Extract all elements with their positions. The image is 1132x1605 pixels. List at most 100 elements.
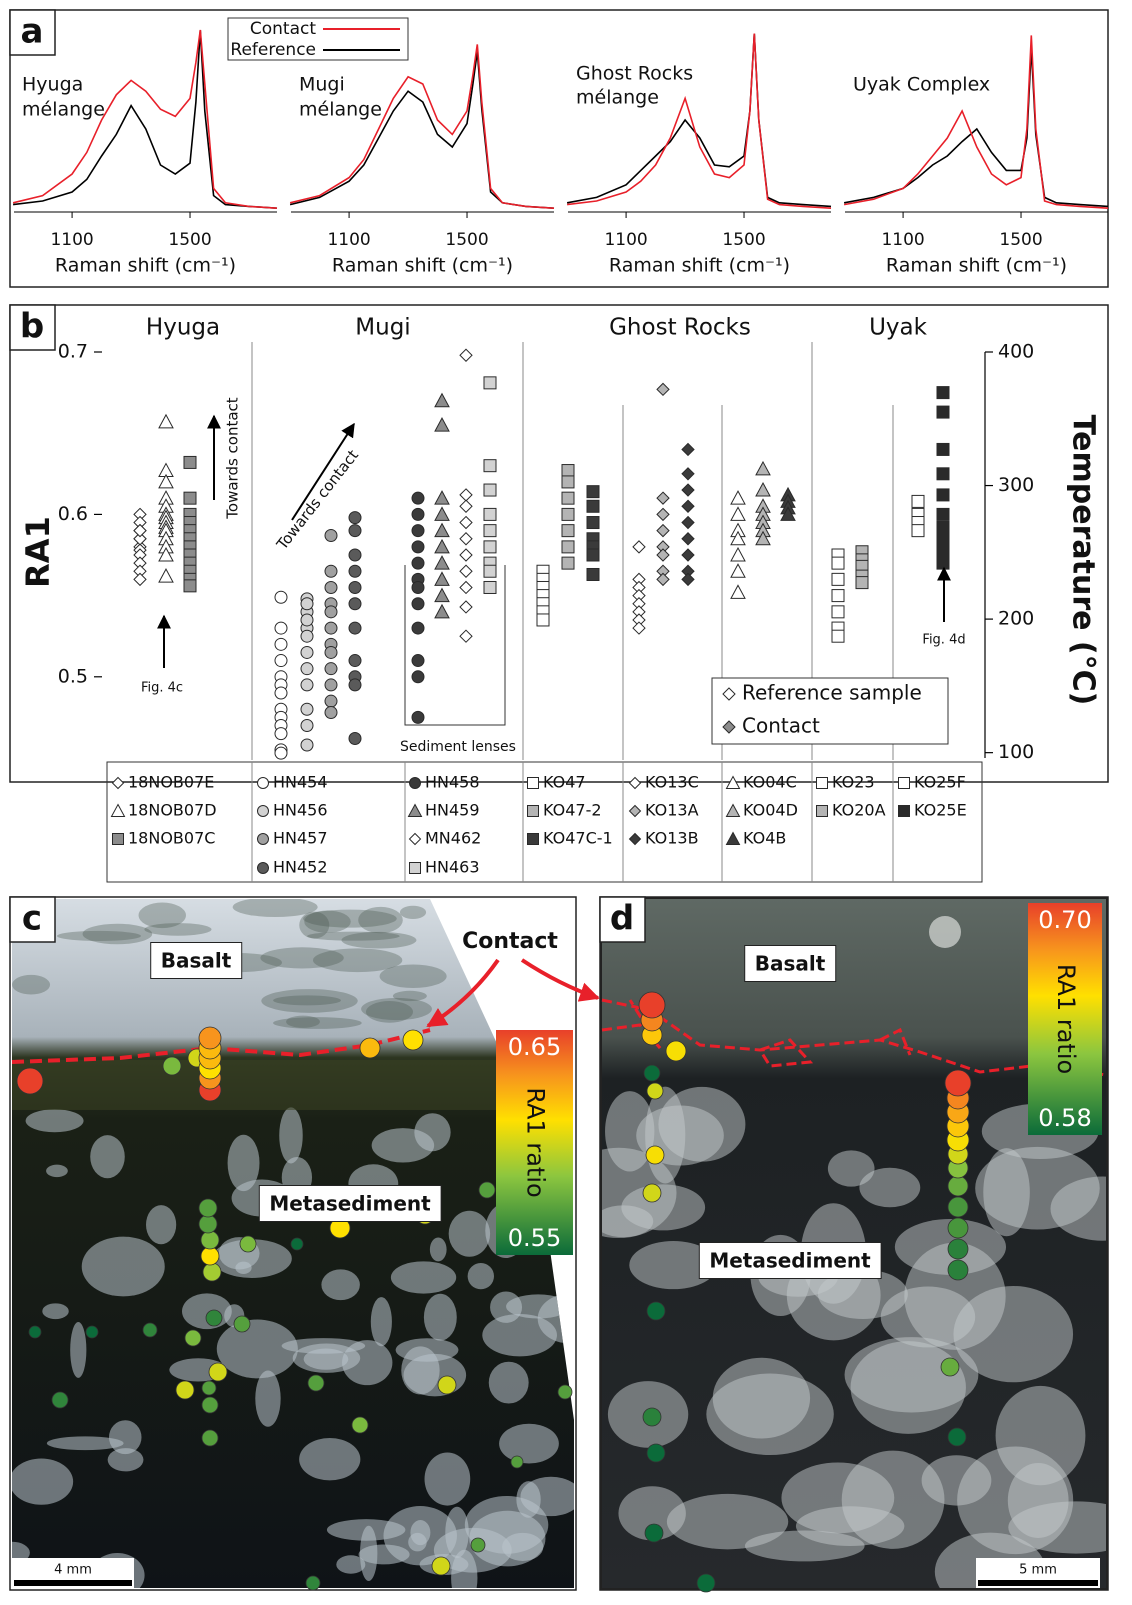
annotation: Towards contact bbox=[273, 446, 363, 554]
ra1-point bbox=[402, 1029, 424, 1051]
marker bbox=[158, 546, 174, 562]
photo-texture bbox=[321, 1269, 360, 1301]
contact-line bbox=[601, 998, 1107, 1077]
marker bbox=[324, 645, 338, 659]
marker bbox=[586, 499, 600, 513]
ra1-point bbox=[510, 1455, 524, 1469]
marker bbox=[911, 494, 925, 508]
spectrum-line bbox=[566, 33, 832, 208]
photo-texture bbox=[414, 1113, 451, 1152]
marker bbox=[681, 515, 695, 530]
ra1-point bbox=[51, 1391, 69, 1409]
marker bbox=[561, 540, 575, 554]
scale-bar bbox=[978, 1580, 1098, 1586]
photo-layer: Contact Basalt Metasediment 4 mm 0.65 0.55 RA1… bbox=[9, 896, 1109, 1593]
rock-label: Basalt bbox=[755, 952, 826, 976]
spectrum-title: Ghost Rocks bbox=[576, 63, 693, 85]
legend-label: HN463 bbox=[425, 858, 480, 877]
marker bbox=[158, 568, 174, 583]
y2-tick-label: 300 bbox=[998, 474, 1034, 496]
marker bbox=[855, 576, 869, 590]
marker bbox=[831, 629, 845, 643]
marker bbox=[158, 473, 174, 489]
marker bbox=[722, 720, 736, 734]
marker bbox=[730, 506, 746, 521]
marker bbox=[300, 678, 314, 692]
marker bbox=[411, 597, 425, 611]
photo-texture bbox=[82, 923, 153, 945]
marker bbox=[257, 805, 269, 817]
marker bbox=[409, 777, 421, 789]
marker bbox=[110, 803, 126, 817]
marker bbox=[755, 481, 771, 497]
spectrum-line bbox=[289, 44, 555, 209]
spectrum-title: Mugi bbox=[299, 74, 345, 96]
photo-texture bbox=[953, 1285, 1074, 1383]
marker bbox=[300, 613, 314, 627]
photo-texture bbox=[46, 1164, 68, 1178]
marker bbox=[936, 467, 950, 481]
legend-box bbox=[711, 677, 949, 745]
ra1-point bbox=[201, 1396, 219, 1414]
marker bbox=[527, 833, 539, 845]
spectrum-title: mélange bbox=[576, 87, 659, 109]
marker bbox=[730, 546, 746, 562]
marker bbox=[324, 621, 338, 635]
colorbar-min: 0.58 bbox=[1038, 1104, 1091, 1132]
marker bbox=[936, 442, 950, 456]
ra1-point bbox=[437, 1375, 457, 1395]
marker bbox=[681, 572, 695, 587]
legend-label: KO13A bbox=[645, 801, 699, 820]
marker bbox=[831, 556, 845, 570]
marker bbox=[527, 805, 539, 817]
marker bbox=[561, 524, 575, 538]
photo-texture bbox=[232, 899, 318, 917]
photo-texture bbox=[706, 1373, 834, 1456]
legend-label: 18NOB07C bbox=[128, 829, 215, 848]
ra1-point bbox=[201, 1429, 219, 1447]
marker bbox=[324, 605, 338, 619]
ra1-point bbox=[696, 1573, 716, 1593]
marker bbox=[831, 589, 845, 603]
marker bbox=[133, 523, 147, 538]
legend-label: HN452 bbox=[273, 858, 328, 877]
photo-texture bbox=[859, 1167, 921, 1208]
photo-texture bbox=[12, 974, 51, 995]
rock-label: Metasediment bbox=[709, 1249, 871, 1273]
panel-frame bbox=[9, 304, 1109, 783]
marker bbox=[561, 464, 575, 478]
panel-letter-box bbox=[9, 304, 56, 351]
photo-texture bbox=[312, 948, 403, 973]
photo-texture bbox=[499, 1423, 559, 1464]
photo-texture bbox=[467, 1263, 495, 1290]
marker bbox=[586, 516, 600, 530]
marker bbox=[411, 507, 425, 521]
ra1-point bbox=[16, 1067, 44, 1095]
photo-texture bbox=[299, 1438, 361, 1481]
ra1-point bbox=[947, 1196, 969, 1218]
marker bbox=[348, 678, 362, 692]
colorbar-min: 0.55 bbox=[508, 1224, 561, 1252]
marker bbox=[434, 392, 450, 408]
colorbar-max: 0.65 bbox=[508, 1033, 561, 1061]
marker bbox=[434, 506, 450, 521]
y2-tick-label: 400 bbox=[998, 341, 1034, 363]
legend-label: KO20A bbox=[832, 801, 886, 820]
marker bbox=[274, 654, 288, 668]
x-tick-label: 1500 bbox=[722, 230, 765, 250]
marker bbox=[434, 522, 450, 538]
photo-texture bbox=[279, 1107, 303, 1164]
marker bbox=[434, 538, 450, 554]
photo-texture bbox=[70, 1322, 87, 1378]
ra1-point bbox=[28, 1325, 42, 1339]
photo-texture bbox=[975, 1146, 1100, 1230]
marker bbox=[483, 580, 497, 594]
legend-label: KO47C-1 bbox=[543, 829, 613, 848]
photo-texture bbox=[361, 997, 432, 1021]
marker bbox=[483, 483, 497, 497]
ra1-point bbox=[305, 1575, 321, 1591]
ra1-point bbox=[947, 1217, 969, 1239]
photo-texture bbox=[227, 1134, 260, 1192]
group-label: Mugi bbox=[355, 315, 410, 341]
